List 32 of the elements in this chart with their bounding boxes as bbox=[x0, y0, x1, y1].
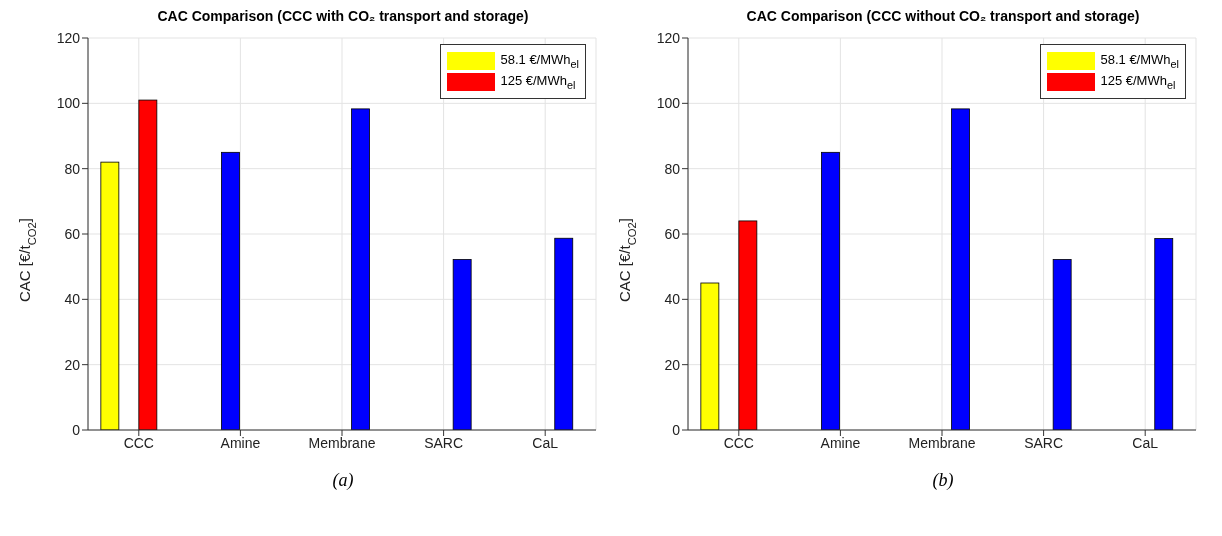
x-tick-label: Amine bbox=[220, 434, 261, 451]
legend-label: 58.1 €/MWh$_{el}$ bbox=[1100, 52, 1179, 70]
y-tick-label: 60 bbox=[664, 225, 681, 242]
x-tick-label: SARC bbox=[1024, 434, 1064, 451]
y-tick-label: 20 bbox=[664, 356, 681, 373]
x-tick-label: Amine bbox=[820, 434, 861, 451]
chart-title: CAC Comparison (CCC with CO₂ transport and storage) bbox=[156, 8, 530, 26]
y-tick-label: 100 bbox=[656, 95, 681, 112]
text: (a) bbox=[331, 470, 355, 491]
y-tick-label: 80 bbox=[664, 160, 681, 177]
legend-label: 125 €/MWh$_{el}$ bbox=[1100, 73, 1176, 91]
y-tick-label: 0 bbox=[672, 421, 681, 438]
x-tick-label: CCC bbox=[723, 434, 754, 451]
legend-label: 125 €/MWh$_{el}$ bbox=[500, 73, 576, 91]
y-tick-label: 0 bbox=[72, 421, 81, 438]
y-tick-label: 120 bbox=[56, 29, 81, 46]
y-tick-label: 40 bbox=[664, 291, 681, 308]
legend-label: 58.1 €/MWh$_{el}$ bbox=[500, 52, 579, 70]
y-tick-label: 40 bbox=[64, 291, 81, 308]
y-tick-label: 80 bbox=[64, 160, 81, 177]
x-tick-label: Membrane bbox=[908, 434, 976, 451]
chart-title: CAC Comparison (CCC without CO₂ transport and storage) bbox=[745, 8, 1141, 26]
x-tick-label: CaL bbox=[532, 434, 559, 451]
x-tick-label: Membrane bbox=[308, 434, 376, 451]
y-tick-label: 60 bbox=[64, 225, 81, 242]
y-tick-label: 100 bbox=[56, 95, 81, 112]
y-tick-label: 20 bbox=[64, 356, 81, 373]
text: (b) bbox=[931, 470, 955, 491]
x-tick-label: SARC bbox=[424, 434, 464, 451]
x-tick-label: CCC bbox=[123, 434, 154, 451]
y-tick-label: 120 bbox=[656, 29, 681, 46]
x-tick-label: CaL bbox=[1132, 434, 1159, 451]
